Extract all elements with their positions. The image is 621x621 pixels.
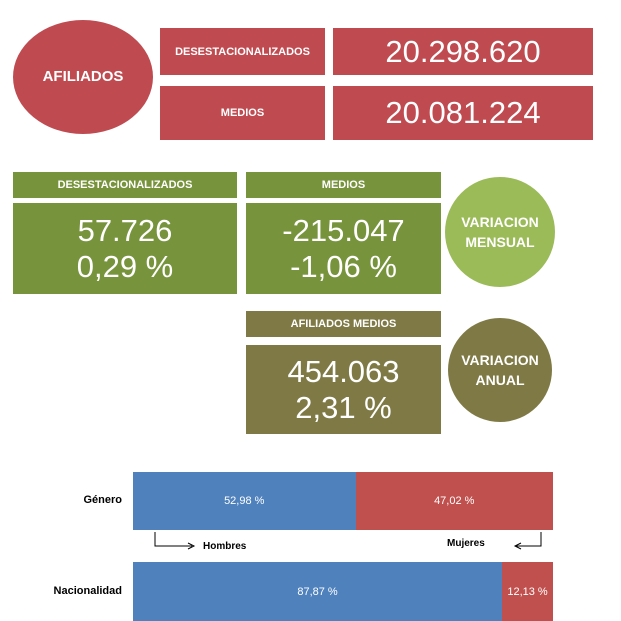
row-label: Género <box>83 494 122 506</box>
absolute-change: 454.063 <box>287 353 400 389</box>
bar-segment: 87,87 % <box>133 562 503 621</box>
series-label: Hombres <box>203 541 247 552</box>
arrow-head <box>513 542 522 550</box>
column-label: DESESTACIONALIZADOS <box>13 172 237 198</box>
row-label: MEDIOS <box>160 86 325 140</box>
row-label: DESESTACIONALIZADOS <box>160 28 325 75</box>
arrow-head <box>187 542 196 550</box>
bar-segment: 12,13 % <box>502 562 553 621</box>
absolute-change: -215.047 <box>282 212 405 248</box>
column-value: -215.047 -1,06 % <box>246 203 441 294</box>
percent-change: 2,31 % <box>295 389 392 425</box>
arrow-mujeres <box>516 532 542 547</box>
absolute-change: 57.726 <box>77 212 173 248</box>
column-label: MEDIOS <box>246 172 441 198</box>
mensual-circle: VARIACION MENSUAL <box>445 177 555 287</box>
series-label: Mujeres <box>447 538 485 549</box>
bar-segment: 52,98 % <box>133 472 356 530</box>
anual-circle: VARIACION ANUAL <box>448 318 552 422</box>
afiliados-label: AFILIADOS <box>42 68 124 85</box>
row-value: 20.298.620 <box>333 28 593 75</box>
bar-segment: 47,02 % <box>355 472 553 530</box>
afiliados-circle: AFILIADOS <box>13 20 153 134</box>
mensual-label: VARIACION MENSUAL <box>461 214 539 250</box>
column-value: 57.726 0,29 % <box>13 203 237 294</box>
anual-label: VARIACION ANUAL <box>461 352 539 388</box>
column-label: AFILIADOS MEDIOS <box>246 311 441 337</box>
percent-change: -1,06 % <box>290 248 397 284</box>
row-label: Nacionalidad <box>53 584 122 597</box>
column-value: 454.063 2,31 % <box>246 345 441 434</box>
value-label: 12,13 % <box>507 585 548 598</box>
value-label: 47,02 % <box>434 495 475 507</box>
percent-change: 0,29 % <box>76 248 174 284</box>
value-label: 87,87 % <box>297 585 338 598</box>
row-value: 20.081.224 <box>333 86 593 140</box>
value-label: 52,98 % <box>224 495 265 507</box>
arrow-hombres <box>154 532 192 547</box>
